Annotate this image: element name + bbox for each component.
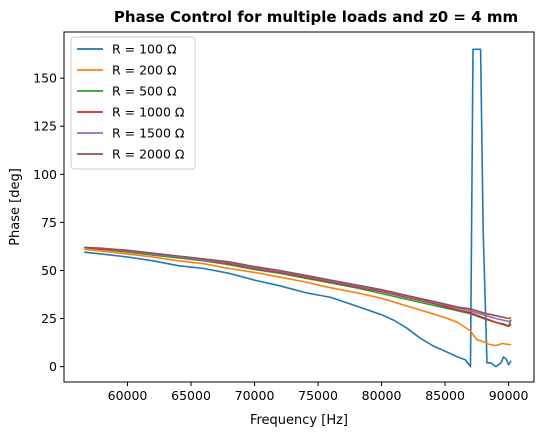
- x-axis-label: Frequency [Hz]: [250, 413, 348, 428]
- x-tick-label: 65000: [171, 388, 211, 403]
- y-tick-label: 0: [49, 359, 57, 374]
- x-tick-label: 70000: [235, 388, 275, 403]
- series-line-1: [84, 48, 512, 368]
- y-tick-label: 50: [41, 263, 57, 278]
- series-line-2: [84, 248, 512, 347]
- y-axis-label: Phase [deg]: [8, 168, 23, 246]
- chart-title: Phase Control for multiple loads and z0 …: [114, 8, 518, 26]
- x-tick-label: 75000: [298, 388, 338, 403]
- plot-frame: [63, 31, 535, 383]
- series-line-6: [84, 246, 512, 320]
- legend-entry: R = 200 Ω: [112, 63, 177, 78]
- x-tick-label: 60000: [108, 388, 148, 403]
- y-tick-label: 125: [33, 119, 57, 134]
- x-tick-label: 85000: [425, 388, 465, 403]
- y-tick-label: 100: [33, 167, 57, 182]
- legend: R = 100 Ω R = 200 Ω R = 500 Ω R = 1000 Ω R =…: [70, 36, 196, 170]
- series-line-5: [84, 246, 512, 323]
- legend-entry: R = 1000 Ω: [112, 105, 185, 120]
- series-layer: [84, 48, 512, 368]
- y-tick-label: 75: [41, 215, 57, 230]
- x-tick-label: 90000: [489, 388, 529, 403]
- x-tick-label: 80000: [362, 388, 402, 403]
- legend-entry: R = 2000 Ω: [112, 147, 185, 162]
- legend-entry: R = 500 Ω: [112, 84, 177, 99]
- y-tick-label: 25: [41, 311, 57, 326]
- y-tick-label: 150: [33, 71, 57, 86]
- legend-entry: R = 100 Ω: [112, 42, 177, 57]
- legend-entry: R = 1500 Ω: [112, 126, 185, 141]
- axes-layer: 60000 65000 70000 75000 80000 85000 90000 0 25 50…: [33, 71, 528, 403]
